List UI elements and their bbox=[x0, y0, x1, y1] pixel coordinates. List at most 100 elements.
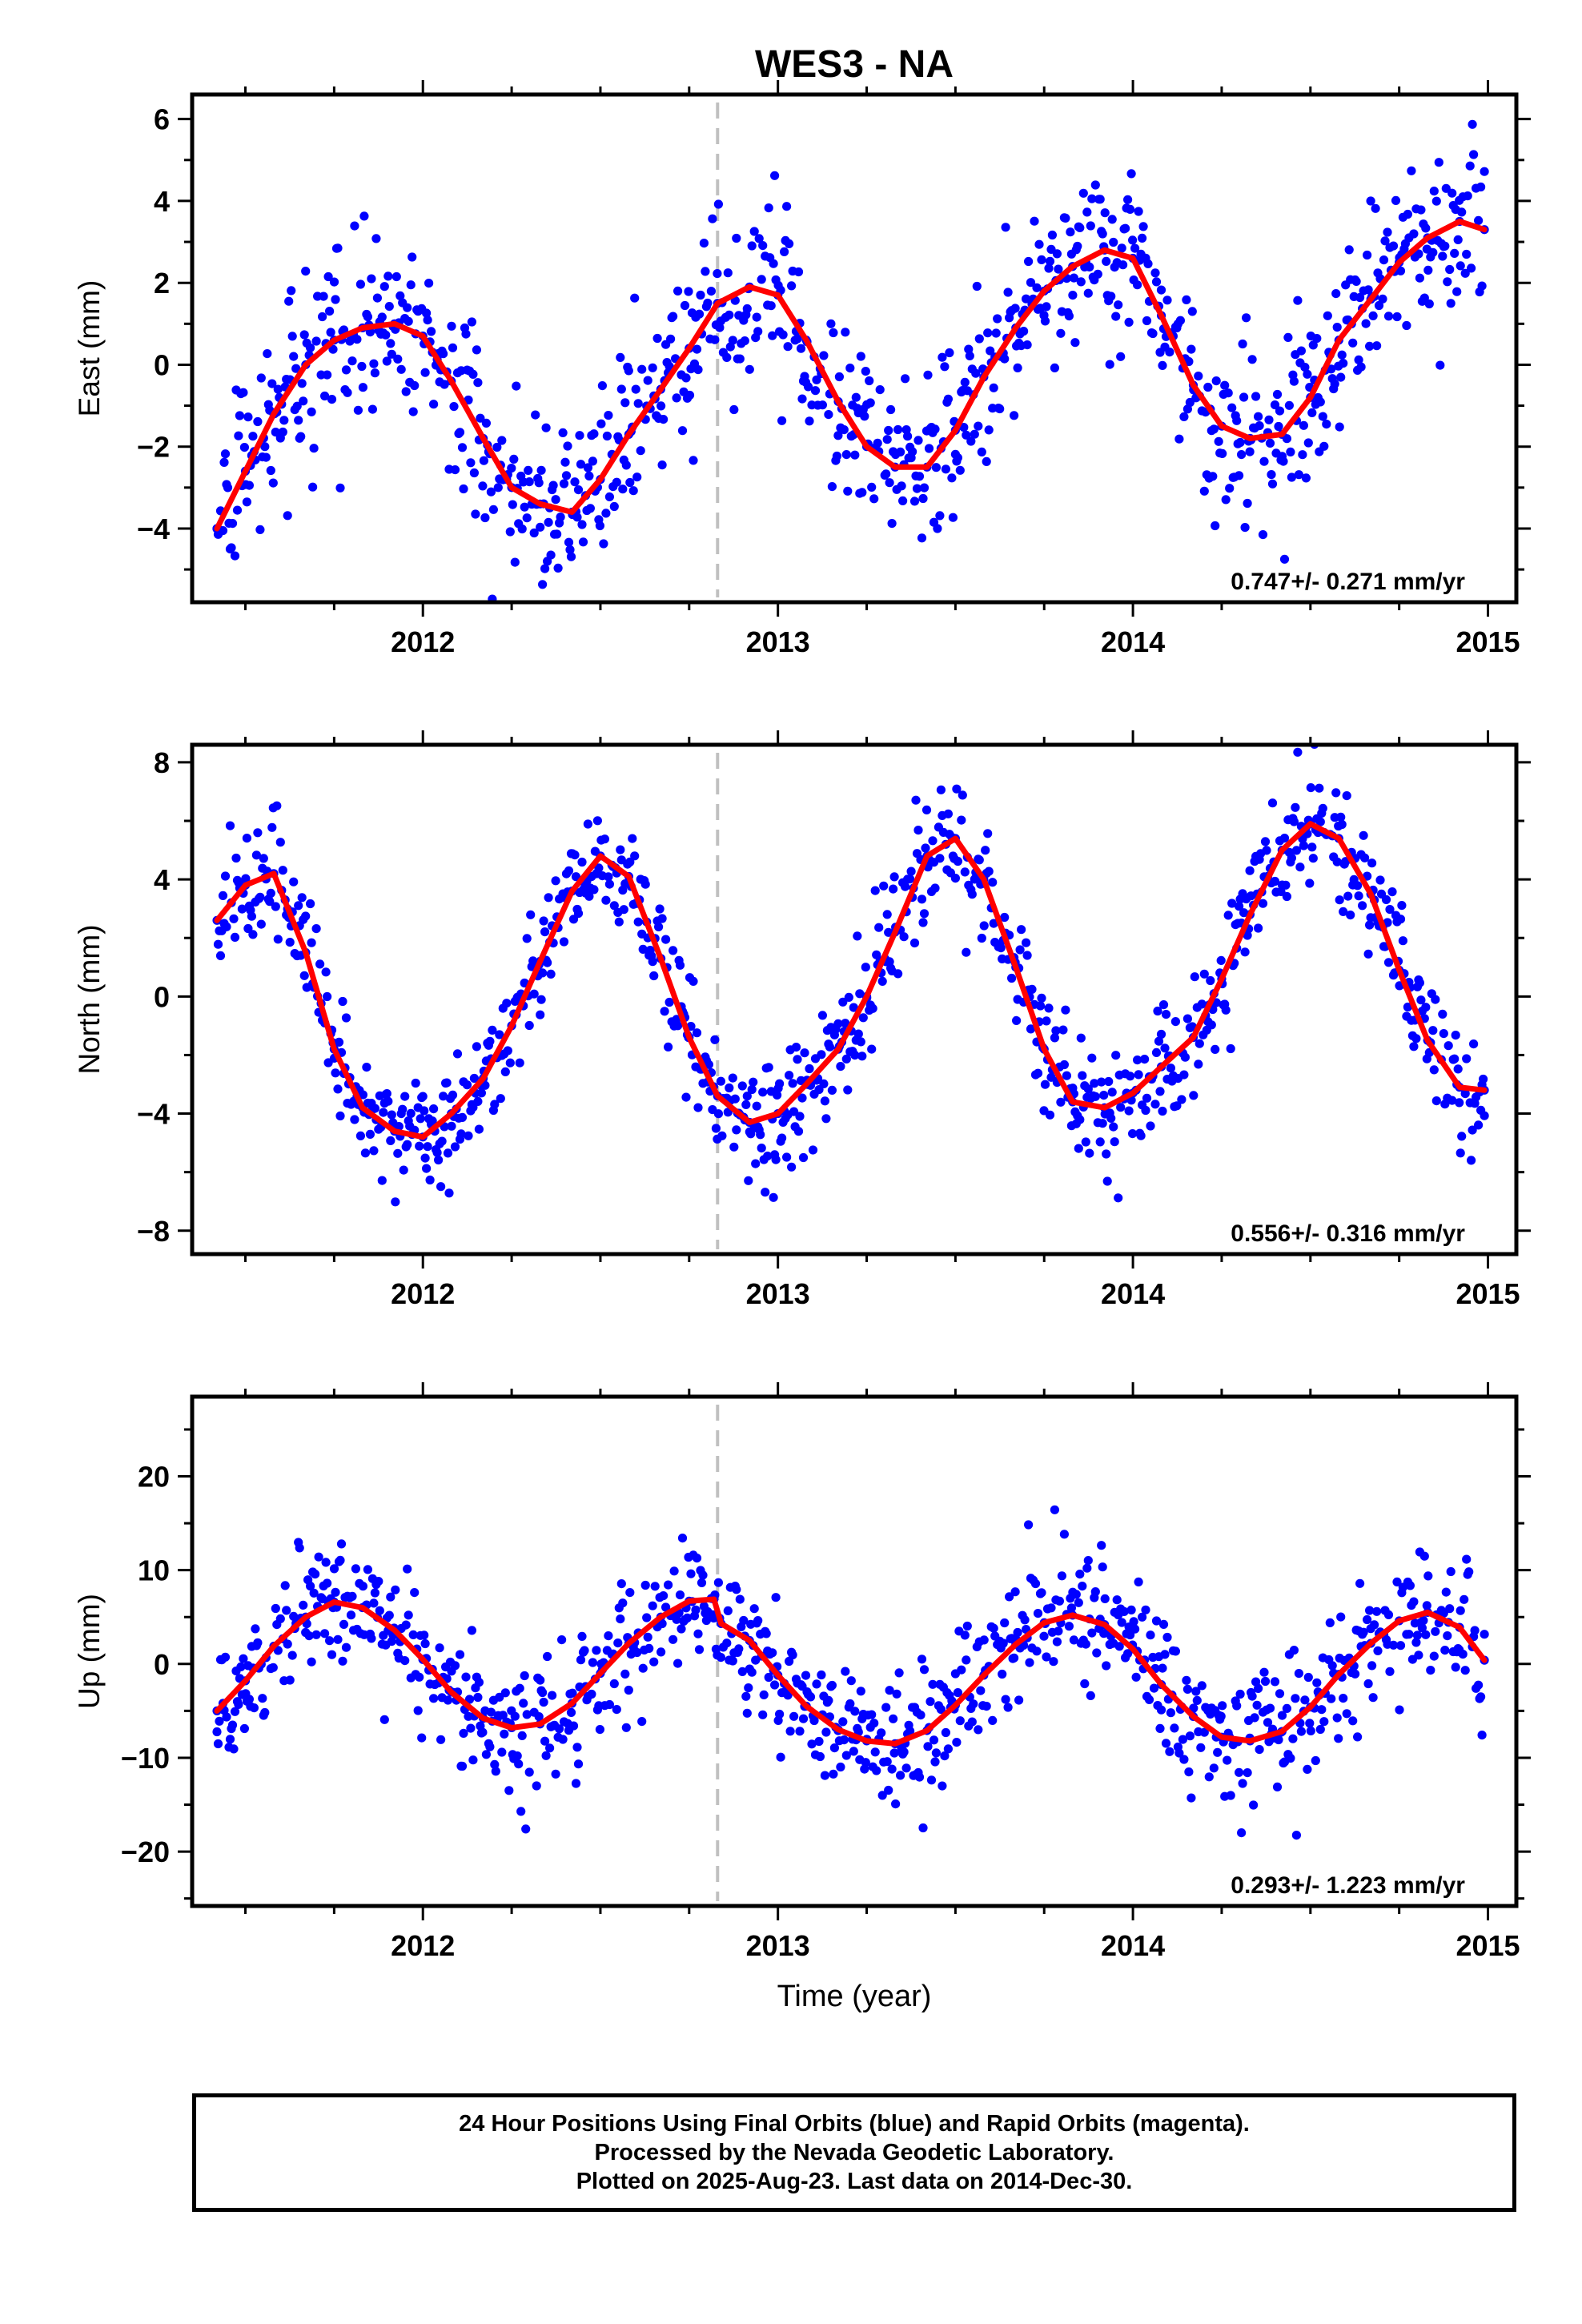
data-point bbox=[882, 435, 892, 444]
data-point bbox=[1184, 356, 1194, 367]
data-point bbox=[1170, 1647, 1180, 1656]
data-point bbox=[757, 275, 766, 284]
data-point bbox=[1086, 1691, 1095, 1700]
data-point bbox=[1040, 316, 1050, 326]
data-point bbox=[493, 483, 503, 493]
data-point bbox=[328, 344, 338, 354]
panel-2-frame bbox=[190, 742, 1519, 1256]
data-point bbox=[1146, 1630, 1155, 1640]
data-point bbox=[1148, 328, 1158, 339]
data-point bbox=[370, 368, 379, 378]
data-point bbox=[473, 1096, 483, 1106]
data-point bbox=[375, 1606, 384, 1615]
data-point bbox=[1143, 259, 1153, 268]
data-point bbox=[311, 924, 321, 934]
data-point bbox=[497, 1747, 507, 1757]
data-point bbox=[640, 879, 650, 889]
data-point bbox=[637, 1717, 647, 1727]
data-point bbox=[512, 1751, 522, 1761]
data-point bbox=[1371, 203, 1380, 213]
data-point bbox=[543, 1651, 552, 1662]
data-point bbox=[225, 821, 235, 830]
data-point bbox=[1258, 530, 1268, 540]
data-point bbox=[1385, 1667, 1395, 1676]
data-point bbox=[592, 816, 603, 826]
data-point bbox=[817, 1050, 826, 1059]
data-point bbox=[803, 382, 813, 392]
data-point bbox=[1165, 348, 1174, 357]
data-point bbox=[930, 883, 940, 893]
data-point bbox=[448, 343, 458, 352]
data-point bbox=[455, 1650, 465, 1659]
data-point bbox=[955, 1716, 965, 1726]
data-point bbox=[1117, 1618, 1126, 1627]
x-tick-label: 2013 bbox=[746, 1929, 810, 1962]
data-point bbox=[1109, 1122, 1118, 1132]
data-point bbox=[529, 989, 539, 999]
data-point bbox=[686, 1569, 696, 1578]
data-point bbox=[1098, 229, 1107, 239]
data-point bbox=[1291, 802, 1300, 812]
data-point bbox=[1223, 1755, 1232, 1765]
data-point bbox=[355, 1131, 365, 1140]
data-point bbox=[333, 243, 343, 253]
data-point bbox=[1080, 1679, 1090, 1689]
data-point bbox=[896, 1771, 905, 1780]
data-point bbox=[722, 1638, 732, 1648]
data-point bbox=[1366, 196, 1375, 206]
data-point bbox=[616, 1614, 625, 1624]
data-point bbox=[805, 1063, 814, 1074]
data-point bbox=[874, 923, 884, 932]
data-point bbox=[296, 432, 306, 441]
data-point bbox=[770, 1680, 780, 1690]
data-point bbox=[906, 866, 916, 876]
data-point bbox=[841, 1019, 850, 1028]
data-point bbox=[845, 1699, 855, 1709]
data-point bbox=[744, 1683, 753, 1693]
data-point bbox=[955, 465, 965, 475]
data-point bbox=[787, 1162, 797, 1172]
data-point bbox=[1438, 1009, 1447, 1019]
data-point bbox=[631, 384, 640, 394]
data-point bbox=[865, 376, 874, 386]
data-point bbox=[227, 519, 238, 529]
y-tick-label: 20 bbox=[138, 1461, 170, 1494]
data-point bbox=[1218, 1701, 1227, 1711]
data-point bbox=[1370, 1620, 1379, 1630]
data-point bbox=[227, 1720, 238, 1730]
data-point bbox=[311, 336, 321, 346]
data-point bbox=[716, 1653, 726, 1663]
data-point bbox=[1044, 263, 1054, 273]
panel-1-frame bbox=[190, 92, 1519, 605]
data-point bbox=[732, 1125, 741, 1135]
data-point bbox=[1090, 180, 1100, 190]
data-point bbox=[307, 1657, 316, 1667]
data-point bbox=[234, 1699, 243, 1709]
data-point bbox=[230, 932, 240, 942]
data-point bbox=[505, 1058, 515, 1068]
data-point bbox=[814, 1736, 824, 1747]
data-point bbox=[832, 451, 841, 461]
data-point bbox=[512, 381, 521, 391]
data-point bbox=[1166, 1063, 1175, 1073]
data-point bbox=[648, 1601, 657, 1610]
data-point bbox=[1480, 167, 1489, 176]
data-point bbox=[1476, 1692, 1486, 1702]
data-point bbox=[327, 395, 337, 404]
data-point bbox=[853, 1029, 863, 1039]
data-point bbox=[339, 1619, 349, 1629]
data-point bbox=[1022, 938, 1031, 947]
data-point bbox=[957, 1665, 966, 1675]
data-point bbox=[353, 405, 363, 415]
data-point bbox=[1289, 817, 1299, 826]
panel-3-rate-label: 0.293+/- 1.223 mm/yr bbox=[1231, 1872, 1465, 1899]
data-point bbox=[420, 1153, 430, 1163]
data-point bbox=[1419, 1615, 1428, 1626]
data-point bbox=[1158, 1663, 1167, 1673]
data-point bbox=[343, 388, 352, 397]
data-point bbox=[713, 269, 722, 279]
data-point bbox=[1087, 1053, 1097, 1063]
data-point bbox=[923, 1742, 933, 1751]
data-point bbox=[546, 550, 556, 560]
data-point bbox=[1288, 1734, 1298, 1743]
